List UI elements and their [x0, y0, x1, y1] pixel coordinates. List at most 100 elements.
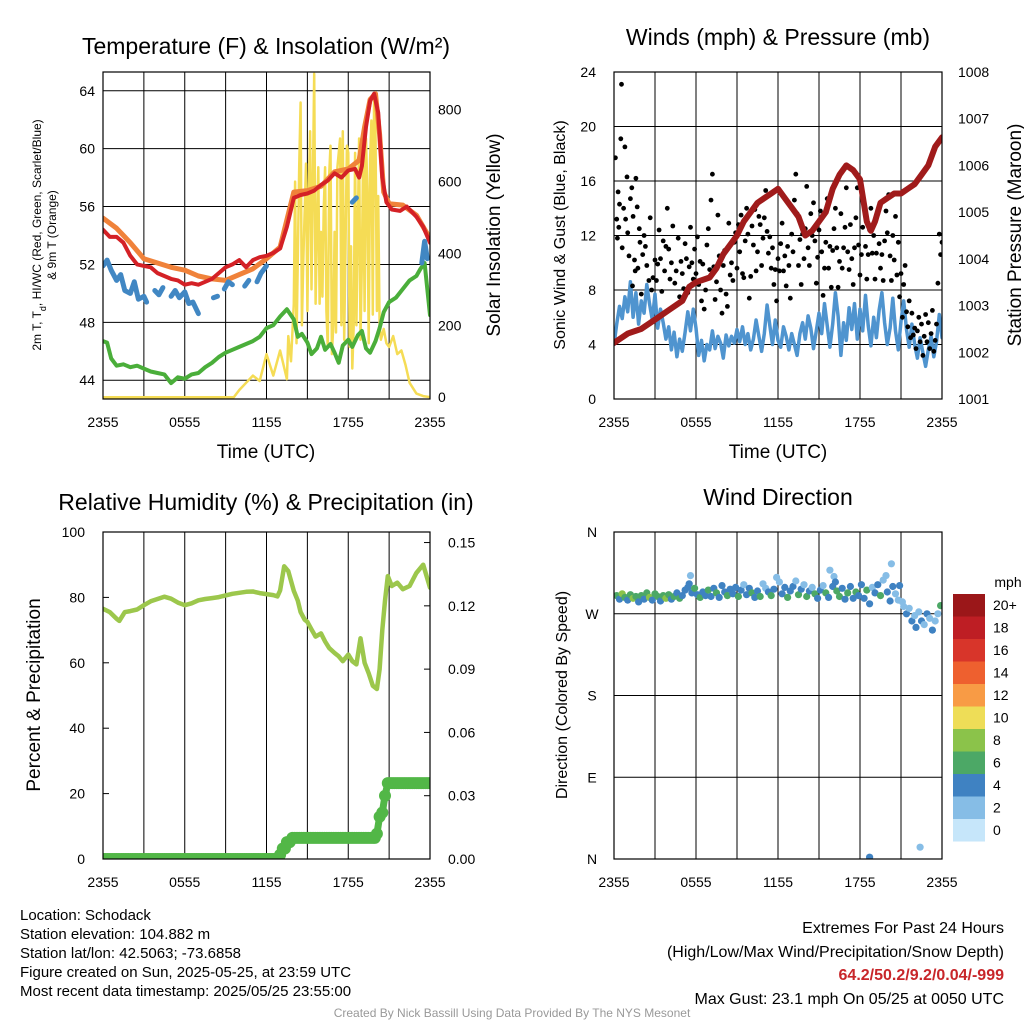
y-axis-label: 2m T, Td, HI/WC (Red, Green, Scarlet/Blu…: [30, 119, 48, 350]
direction-point: [849, 594, 857, 602]
gust-point: [759, 263, 764, 268]
gust-point: [831, 226, 837, 232]
x-axis-label: Time (UTC): [217, 442, 316, 463]
y2-tick-label: 200: [438, 317, 462, 333]
direction-point: [696, 593, 704, 602]
gust-point: [902, 263, 908, 268]
colorbar-swatch: [953, 661, 985, 684]
x-tick-label: 2355: [598, 874, 629, 890]
windchill-line: [254, 263, 269, 285]
direction-point: [656, 597, 665, 605]
gust-point: [678, 259, 684, 264]
x-tick-label: 1155: [251, 414, 281, 430]
gust-point: [925, 320, 931, 326]
y-tick-label: 20: [69, 786, 85, 802]
gust-point: [619, 81, 624, 87]
gust-point: [779, 220, 785, 226]
direction-point: [808, 583, 816, 592]
y-axis-label: Direction (Colored By Speed): [554, 591, 571, 799]
gust-point: [777, 268, 782, 274]
x-tick-label: 2355: [87, 874, 118, 890]
gust-point: [879, 252, 885, 257]
gust-point: [692, 246, 697, 252]
y2-tick-label: 0.09: [448, 661, 475, 677]
direction-point: [937, 602, 942, 610]
gust-point: [636, 226, 642, 232]
winds-chart: 2355 0555 1155 1755 235504812162024100110021…: [552, 24, 1024, 463]
created-text: Figure created on Sun, 2025-05-25, at 23…: [20, 964, 352, 981]
gust-point: [790, 249, 796, 255]
colorbar-swatch: [953, 819, 985, 842]
gust-point: [644, 263, 650, 268]
direction-point: [866, 600, 874, 608]
gust-point: [782, 253, 788, 259]
colorbar-label: 10: [993, 710, 1009, 726]
gust-point: [749, 223, 755, 229]
gust-point: [714, 279, 719, 285]
y-tick-label: 4: [588, 337, 596, 353]
pressure-line: [614, 134, 942, 346]
gust-point: [859, 252, 864, 257]
direction-point: [723, 592, 732, 600]
gust-point: [626, 253, 632, 259]
x-tick-label: 1155: [251, 874, 281, 890]
y-tick-label: 24: [580, 64, 596, 80]
y-axis-label-line2: & 9m T (Orange): [45, 190, 59, 280]
x-tick-label: 1755: [844, 414, 875, 430]
gust-point: [857, 272, 863, 278]
gust-point: [785, 244, 790, 249]
gust-point: [712, 297, 718, 302]
direction-point: [831, 578, 840, 586]
gust-point: [823, 239, 829, 245]
y-tick-label: 56: [79, 199, 95, 215]
plot-area: [103, 72, 430, 399]
gust-point: [738, 212, 744, 218]
y-tick-label: 80: [69, 589, 85, 605]
gust-point: [804, 184, 810, 189]
direction-point: [751, 593, 759, 602]
gust-point: [682, 241, 688, 247]
gust-point: [748, 274, 754, 279]
gust-point: [860, 224, 866, 230]
chart-title: Temperature (F) & Insolation (W/m²): [82, 33, 450, 59]
gust-point: [659, 289, 665, 294]
gust-point: [845, 249, 851, 255]
gust-point: [629, 185, 635, 191]
gust-point: [893, 214, 898, 219]
direction-point: [729, 590, 737, 598]
gust-point: [819, 249, 825, 255]
direction-point: [702, 592, 710, 600]
gust-point: [849, 256, 855, 262]
y2-tick-label: 1007: [958, 111, 989, 127]
gust-point: [775, 256, 781, 262]
direction-point: [686, 572, 695, 580]
gust-point: [771, 282, 777, 287]
gust-point: [766, 250, 771, 256]
y-tick-label: 40: [69, 720, 85, 736]
gust-point: [816, 227, 822, 233]
direction-point: [833, 587, 841, 595]
y2-axis-label: Solar Insolation (Yellow): [484, 133, 505, 336]
gust-point: [805, 245, 811, 251]
gust-point: [673, 268, 679, 274]
gust-point: [615, 235, 620, 241]
gust-point: [658, 256, 663, 262]
gust-point: [654, 278, 659, 283]
y2-axis-label: Station Pressure (Maroon): [1005, 124, 1024, 347]
gust-point: [938, 252, 942, 257]
gust-point: [813, 280, 819, 286]
dewpoint-line: [103, 261, 430, 386]
plot-area: [614, 81, 942, 369]
direction-point: [900, 602, 908, 611]
windchill-line: [349, 195, 359, 205]
x-tick-label: 0555: [680, 414, 711, 430]
gust-point: [874, 250, 879, 256]
gust-point: [934, 321, 939, 327]
gust-point: [652, 257, 658, 263]
gust-point: [689, 260, 695, 266]
credit-text: Created By Nick Bassill Using Data Provi…: [333, 1006, 691, 1020]
gust-point: [833, 205, 838, 211]
precip-point: [376, 806, 389, 819]
precip-point: [370, 827, 383, 840]
